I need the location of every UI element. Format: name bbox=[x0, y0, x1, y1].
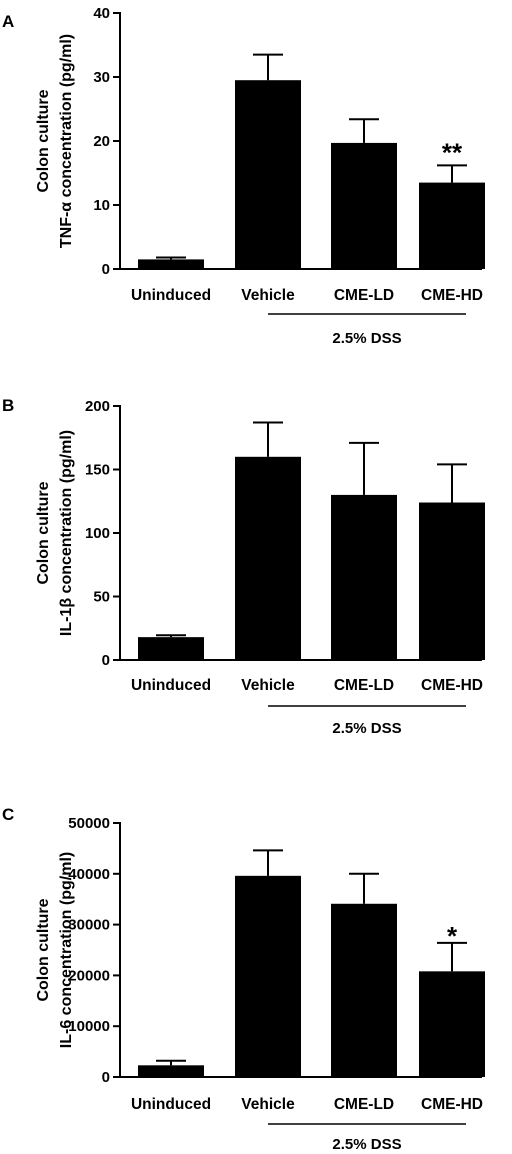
y-tick-label: 20 bbox=[93, 133, 110, 150]
y-tick-label: 10 bbox=[93, 197, 110, 214]
x-tick-label: CME-LD bbox=[334, 677, 394, 694]
y-tick-label: 10000 bbox=[68, 1018, 110, 1035]
bar-vehicle bbox=[235, 456, 301, 660]
y-tick-label: 40000 bbox=[68, 866, 110, 883]
panel-letter: C bbox=[2, 805, 14, 824]
group-label: 2.5% DSS bbox=[332, 330, 401, 347]
bar-cme-hd bbox=[419, 182, 485, 269]
x-tick-label: Vehicle bbox=[241, 287, 295, 304]
y-tick-label: 50 bbox=[93, 589, 110, 606]
y-tick-label: 30 bbox=[93, 69, 110, 86]
bar-cme-ld bbox=[331, 494, 397, 660]
y-tick-label: 0 bbox=[102, 261, 110, 278]
x-tick-label: Uninduced bbox=[131, 287, 211, 304]
y-axis-label-line: Colon culture bbox=[35, 898, 52, 1001]
y-tick-label: 200 bbox=[85, 398, 110, 415]
group-label: 2.5% DSS bbox=[332, 1136, 401, 1153]
x-tick-label: Vehicle bbox=[241, 1096, 295, 1113]
group-label: 2.5% DSS bbox=[332, 720, 401, 737]
bar-uninduced bbox=[138, 1065, 204, 1077]
y-tick-label: 30000 bbox=[68, 917, 110, 934]
bar-cme-ld bbox=[331, 142, 397, 269]
y-axis-label-line: Colon culture bbox=[35, 481, 52, 584]
bar-uninduced bbox=[138, 259, 204, 269]
y-tick-label: 150 bbox=[85, 462, 110, 479]
y-tick-label: 50000 bbox=[68, 815, 110, 832]
y-tick-label: 40 bbox=[93, 5, 110, 22]
x-tick-label: Uninduced bbox=[131, 1096, 211, 1113]
bar-uninduced bbox=[138, 637, 204, 660]
y-tick-label: 100 bbox=[85, 525, 110, 542]
y-axis-label: Colon culture IL-1β concentration (pg/ml) bbox=[35, 430, 75, 636]
significance-mark: ** bbox=[442, 137, 463, 167]
x-tick-label: CME-HD bbox=[421, 1096, 483, 1113]
chart-panel-c: C Colon culture IL-6 concentration (pg/ml)… bbox=[2, 805, 485, 1153]
panel-letter: A bbox=[2, 12, 14, 31]
bar-vehicle bbox=[235, 875, 301, 1077]
x-tick-label: Vehicle bbox=[241, 677, 295, 694]
panel-letter: B bbox=[2, 396, 14, 415]
bar-vehicle bbox=[235, 80, 301, 269]
chart-panel-a: A Colon culture TNF-α concentration (pg/ml… bbox=[2, 5, 485, 347]
y-axis-label: Colon culture TNF-α concentration (pg/ml) bbox=[35, 34, 75, 248]
y-axis-label-line: Colon culture bbox=[35, 89, 52, 192]
y-axis-label-line: IL-1β concentration (pg/ml) bbox=[58, 430, 75, 636]
bar-cme-hd bbox=[419, 502, 485, 660]
y-axis-label-line: TNF-α concentration (pg/ml) bbox=[58, 34, 75, 248]
x-tick-label: CME-LD bbox=[334, 1096, 394, 1113]
y-axis-label-line: IL-6 concentration (pg/ml) bbox=[58, 852, 75, 1048]
y-tick-label: 0 bbox=[102, 1069, 110, 1086]
x-tick-label: CME-LD bbox=[334, 287, 394, 304]
y-tick-label: 0 bbox=[102, 652, 110, 669]
y-axis-label: Colon culture IL-6 concentration (pg/ml) bbox=[35, 852, 75, 1048]
x-tick-label: CME-HD bbox=[421, 677, 483, 694]
x-tick-label: Uninduced bbox=[131, 677, 211, 694]
y-tick-label: 20000 bbox=[68, 967, 110, 984]
bar-cme-hd bbox=[419, 971, 485, 1077]
bar-cme-ld bbox=[331, 903, 397, 1077]
chart-panel-b: B Colon culture IL-1β concentration (pg/ml… bbox=[2, 396, 485, 737]
x-tick-label: CME-HD bbox=[421, 287, 483, 304]
significance-mark: * bbox=[447, 921, 458, 951]
